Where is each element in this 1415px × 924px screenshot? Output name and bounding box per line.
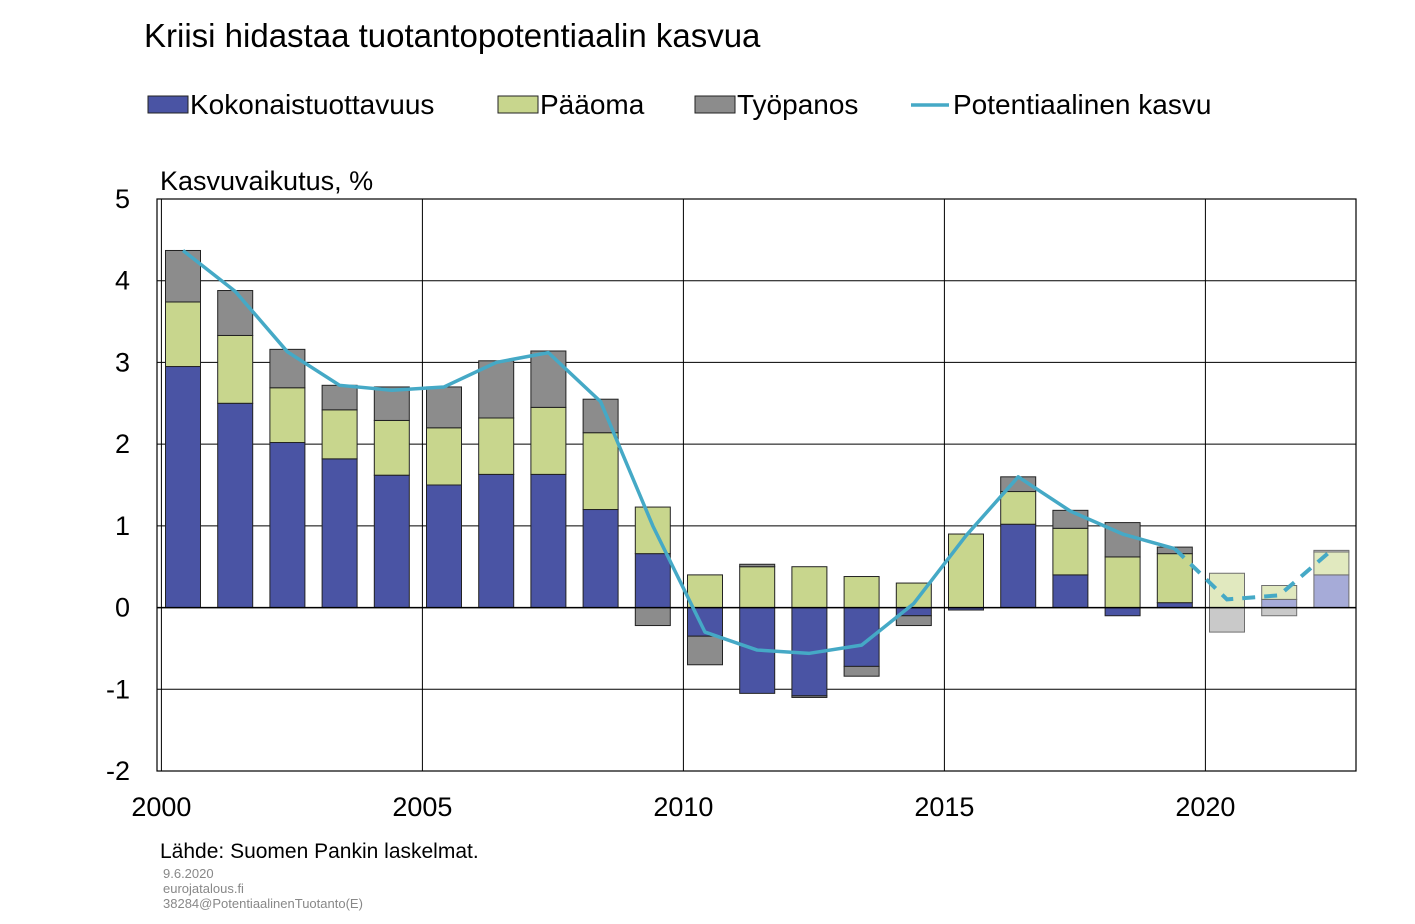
y-tick-label: -2 [106, 756, 130, 786]
bar-kokonaistuottavuus-2004 [373, 474, 410, 609]
bar-kokonaistuottavuus-2003 [321, 458, 358, 609]
bar-p-oma-2008 [582, 432, 619, 511]
bar-p-oma-2017 [1052, 527, 1089, 576]
y-tick-label: 2 [115, 429, 130, 459]
bar-kokonaistuottavuus-2006 [478, 473, 515, 609]
bar-p-oma-2005 [426, 427, 462, 486]
y-axis-label: Kasvuvaikutus, % [160, 166, 373, 196]
bar-p-oma-2018 [1104, 556, 1141, 609]
y-tick-label: 3 [115, 347, 130, 377]
source-note: Lähde: Suomen Pankin laskelmat. [160, 840, 479, 863]
bar-ty-panos-2009 [634, 607, 671, 627]
y-tick-label: -1 [106, 674, 130, 704]
x-tick-labels: 2000 2005 2010 2015 2020 [131, 792, 1235, 822]
bar-kokonaistuottavuus-2022 [1313, 574, 1350, 609]
bar-p-oma-2003 [321, 409, 358, 460]
bar-ty-panos-2012 [791, 695, 828, 698]
y-tick-label: 4 [115, 266, 130, 296]
y-tick-labels: 5 4 3 2 1 0 -1 -2 [106, 184, 130, 786]
legend-swatch [147, 95, 189, 114]
bar-ty-panos-2001 [217, 290, 254, 336]
bar-ty-panos-2004 [373, 386, 410, 421]
bar-kokonaistuottavuus-2016 [1000, 523, 1037, 609]
bar-p-oma-2007 [530, 406, 567, 475]
bar-p-oma-2004 [373, 419, 410, 476]
x-tick-label: 2010 [653, 792, 713, 822]
bar-ty-panos-2011 [739, 563, 776, 568]
bar-p-oma-2006 [478, 417, 515, 475]
x-tick-label: 2015 [914, 792, 974, 822]
bar-kokonaistuottavuus-2001 [217, 402, 254, 609]
bar-p-oma-2016 [1000, 491, 1037, 525]
bars [165, 249, 1350, 698]
bar-ty-panos-2013 [843, 665, 880, 677]
legend-label: Pääoma [540, 89, 645, 120]
bar-kokonaistuottavuus-2002 [269, 442, 306, 609]
bar-kokonaistuottavuus-2007 [530, 473, 567, 609]
bar-ty-panos-2006 [478, 360, 515, 419]
legend-label: Kokonaistuottavuus [190, 89, 434, 120]
bar-p-oma-2013 [843, 576, 880, 609]
y-tick-label: 0 [115, 593, 130, 623]
bar-kokonaistuottavuus-2018 [1104, 607, 1141, 617]
line-potentiaalinen-kasvu-forecast [1173, 547, 1333, 602]
legend-swatch [694, 95, 736, 114]
bar-ty-panos-2002 [269, 348, 306, 389]
bar-kokonaistuottavuus-2008 [582, 509, 619, 609]
y-tick-label: 5 [115, 184, 130, 214]
chart-title: Kriisi hidastaa tuotantopotentiaalin kas… [144, 17, 761, 54]
bar-p-oma-2015 [948, 533, 984, 609]
bar-kokonaistuottavuus-2017 [1052, 574, 1089, 609]
bar-p-oma-2011 [739, 566, 776, 609]
bar-kokonaistuottavuus-2000 [165, 366, 201, 609]
x-tick-label: 2020 [1175, 792, 1235, 822]
legend: Kokonaistuottavuus Pääoma Työpanos Potentia… [147, 89, 1211, 120]
bar-ty-panos-2005 [426, 386, 462, 429]
meta-id: 38284@PotentiaalinenTuotanto(E) [163, 896, 363, 911]
legend-swatch [497, 95, 539, 114]
bar-kokonaistuottavuus-2021 [1261, 598, 1298, 609]
bar-ty-panos-2021 [1261, 607, 1298, 617]
bar-ty-panos-2010 [687, 635, 723, 666]
y-tick-label: 1 [115, 511, 130, 541]
bar-ty-panos-2014 [895, 615, 932, 627]
line-series [181, 249, 1333, 656]
bar-p-oma-2010 [687, 574, 723, 609]
bar-p-oma-2012 [791, 566, 828, 609]
meta-site: eurojatalous.fi [163, 881, 244, 896]
plot-frame [156, 198, 1357, 772]
bar-kokonaistuottavuus-2009 [634, 553, 671, 609]
line-potentiaalinen-kasvu [181, 249, 1176, 656]
bar-ty-panos-2003 [321, 384, 358, 411]
bar-p-oma-2001 [217, 334, 254, 404]
bar-p-oma-2009 [634, 506, 671, 555]
x-tick-label: 2005 [392, 792, 452, 822]
bar-ty-panos-2022 [1313, 549, 1350, 553]
x-tick-label: 2000 [131, 792, 191, 822]
legend-label: Potentiaalinen kasvu [953, 89, 1211, 120]
bar-p-oma-2019 [1156, 553, 1193, 604]
bar-p-oma-2020 [1209, 572, 1245, 609]
meta-date: 9.6.2020 [163, 866, 214, 881]
bar-ty-panos-2020 [1209, 607, 1245, 633]
bar-p-oma-2002 [269, 387, 306, 444]
bar-ty-panos-2007 [530, 350, 567, 408]
bar-kokonaistuottavuus-2005 [426, 484, 462, 609]
legend-label: Työpanos [737, 89, 858, 120]
bar-p-oma-2000 [165, 301, 201, 368]
